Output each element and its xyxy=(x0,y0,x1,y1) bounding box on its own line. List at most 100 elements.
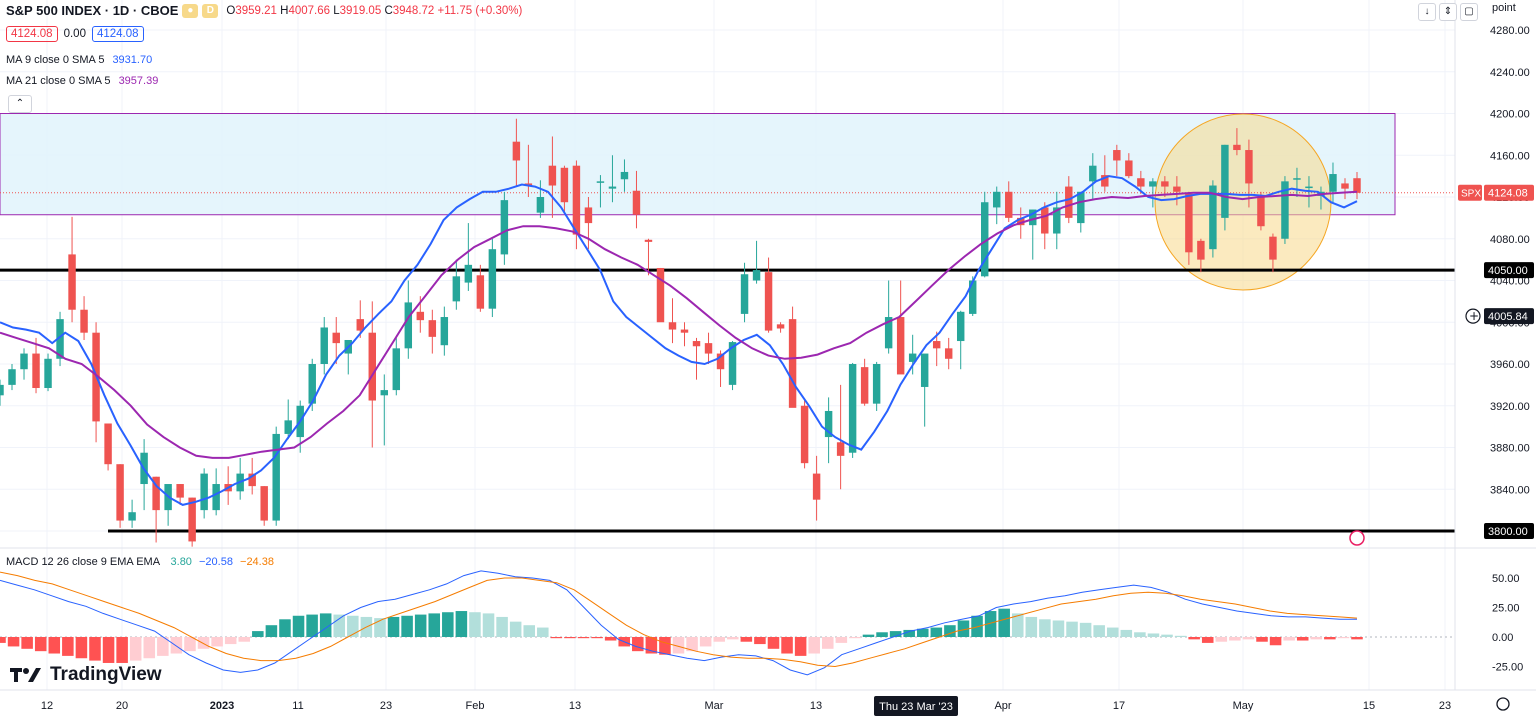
candle-body xyxy=(1041,207,1049,234)
macd-hist-bar xyxy=(686,637,698,652)
candle-body xyxy=(848,364,857,453)
candle-body xyxy=(248,473,256,487)
buy-price-pill[interactable]: 4124.08 xyxy=(91,26,144,42)
lightning-icon xyxy=(1349,530,1365,546)
macd-hist-bar xyxy=(849,637,861,639)
macd-hist-bar xyxy=(998,608,1010,637)
candle-body xyxy=(632,190,641,215)
time-tick-label: 2023 xyxy=(210,700,234,712)
macd-hist-bar xyxy=(564,637,576,639)
macd-hist-bar xyxy=(1215,637,1228,642)
candle-body xyxy=(1005,191,1013,218)
time-tick-label: Feb xyxy=(466,700,485,712)
time-tick-label: 12 xyxy=(41,700,53,712)
candle-body xyxy=(44,358,52,389)
macd-hist-bar xyxy=(1296,637,1309,641)
axis-unit-label: point xyxy=(1492,2,1516,14)
time-tick-label: Mar xyxy=(705,700,724,712)
candle-body xyxy=(392,348,401,391)
macd-hist-bar xyxy=(1066,621,1078,637)
macd-hist-bar xyxy=(414,614,427,637)
candle-body xyxy=(560,167,569,203)
macd-hist-bar xyxy=(916,628,929,637)
candle-body xyxy=(656,267,665,323)
candle-body xyxy=(1197,240,1205,260)
macd-hist-bar xyxy=(252,631,264,637)
macd-hist-bar xyxy=(143,637,156,659)
price-tick-label: 4280.00 xyxy=(1490,25,1530,37)
candle-body xyxy=(1233,144,1241,151)
candle-body xyxy=(860,367,869,404)
candle-body xyxy=(620,171,629,180)
candle-body xyxy=(440,317,449,346)
time-tick-label: 11 xyxy=(292,700,303,712)
candle-body xyxy=(644,239,653,242)
macd-legend[interactable]: MACD 12 26 close 9 EMA EMA 3.80 −20.58 −… xyxy=(6,556,274,568)
macd-hist-bar xyxy=(48,637,61,654)
candle-body xyxy=(1029,209,1037,226)
sell-price-pill[interactable]: 4124.08 xyxy=(6,26,58,42)
price-tick-label: 4240.00 xyxy=(1490,67,1530,79)
macd-hist-bar xyxy=(876,632,888,637)
price-tick-label: 3960.00 xyxy=(1490,359,1530,371)
macd-line xyxy=(0,570,1357,676)
spread-value: 0.00 xyxy=(63,28,86,40)
macd-hist-bar xyxy=(1256,637,1268,642)
candle-body xyxy=(668,322,677,330)
candle-body xyxy=(1089,165,1097,182)
candle-body xyxy=(752,270,761,281)
data-delayed-badge[interactable]: ● xyxy=(182,3,199,18)
macd-hist-bar xyxy=(374,618,386,637)
candle-body xyxy=(200,473,208,511)
candle-body xyxy=(932,341,941,349)
price-tag-spx-bg xyxy=(1484,184,1534,201)
spx-label-bg xyxy=(1458,184,1482,201)
macd-hist-bar xyxy=(333,614,346,637)
macd-hist-bar xyxy=(957,620,970,637)
candle-body xyxy=(1329,174,1337,192)
symbol-title[interactable]: S&P 500 INDEX · 1D · CBOE xyxy=(6,3,179,18)
ma9-legend[interactable]: MA 9 close 0 SMA 5 3931.70 xyxy=(6,54,153,66)
candle-body xyxy=(524,183,533,186)
macd-hist-bar xyxy=(1310,637,1323,640)
candle-body xyxy=(20,353,28,370)
macd-hist-bar xyxy=(279,619,291,637)
candle-body xyxy=(608,186,617,189)
candle-body xyxy=(1137,178,1145,187)
price-tick-label: 4200.00 xyxy=(1490,109,1530,121)
price-tag-4050: 4050.00 xyxy=(1488,265,1528,277)
candle-body xyxy=(284,420,292,434)
collapse-legend-button[interactable]: ⌃ xyxy=(8,95,32,113)
candle-body xyxy=(1257,197,1265,227)
macd-tick-label: 25.00 xyxy=(1492,603,1520,615)
macd-hist-bar xyxy=(713,637,725,642)
price-axis-bg xyxy=(1455,0,1536,690)
candle-body xyxy=(152,476,160,511)
spx-label: SPX xyxy=(1461,189,1481,200)
scale-icon[interactable]: ⇕ xyxy=(1439,3,1457,21)
fullscreen-icon[interactable]: ▢ xyxy=(1460,3,1478,21)
ohlc-readout: O3959.21 H4007.66 L3919.05 C3948.72 +11.… xyxy=(226,4,523,17)
macd-hist-bar xyxy=(21,637,33,649)
candle-body xyxy=(1245,150,1253,184)
candle-body xyxy=(128,512,136,521)
macd-hist-bar xyxy=(455,611,468,637)
candle-body xyxy=(968,280,977,314)
tradingview-logo[interactable]: TradingView xyxy=(10,664,162,686)
arrow-down-icon[interactable]: ↓ xyxy=(1418,3,1436,21)
macd-hist-bar xyxy=(523,625,535,637)
macd-hist-bar xyxy=(170,637,183,654)
ma21-legend[interactable]: MA 21 close 0 SMA 5 3957.39 xyxy=(6,75,159,87)
macd-hist-bar xyxy=(740,637,753,642)
plus-icon: + xyxy=(1469,309,1479,323)
add-alert-icon xyxy=(1465,308,1481,324)
candle-body xyxy=(920,353,929,387)
candle-body xyxy=(1281,181,1289,239)
data-badge[interactable]: D xyxy=(202,3,219,18)
macd-hist-bar xyxy=(1039,619,1051,637)
macd-hist-bar xyxy=(238,637,251,642)
candle-body xyxy=(536,197,545,213)
time-tick-label: May xyxy=(1233,700,1254,712)
candle-body xyxy=(512,141,521,161)
